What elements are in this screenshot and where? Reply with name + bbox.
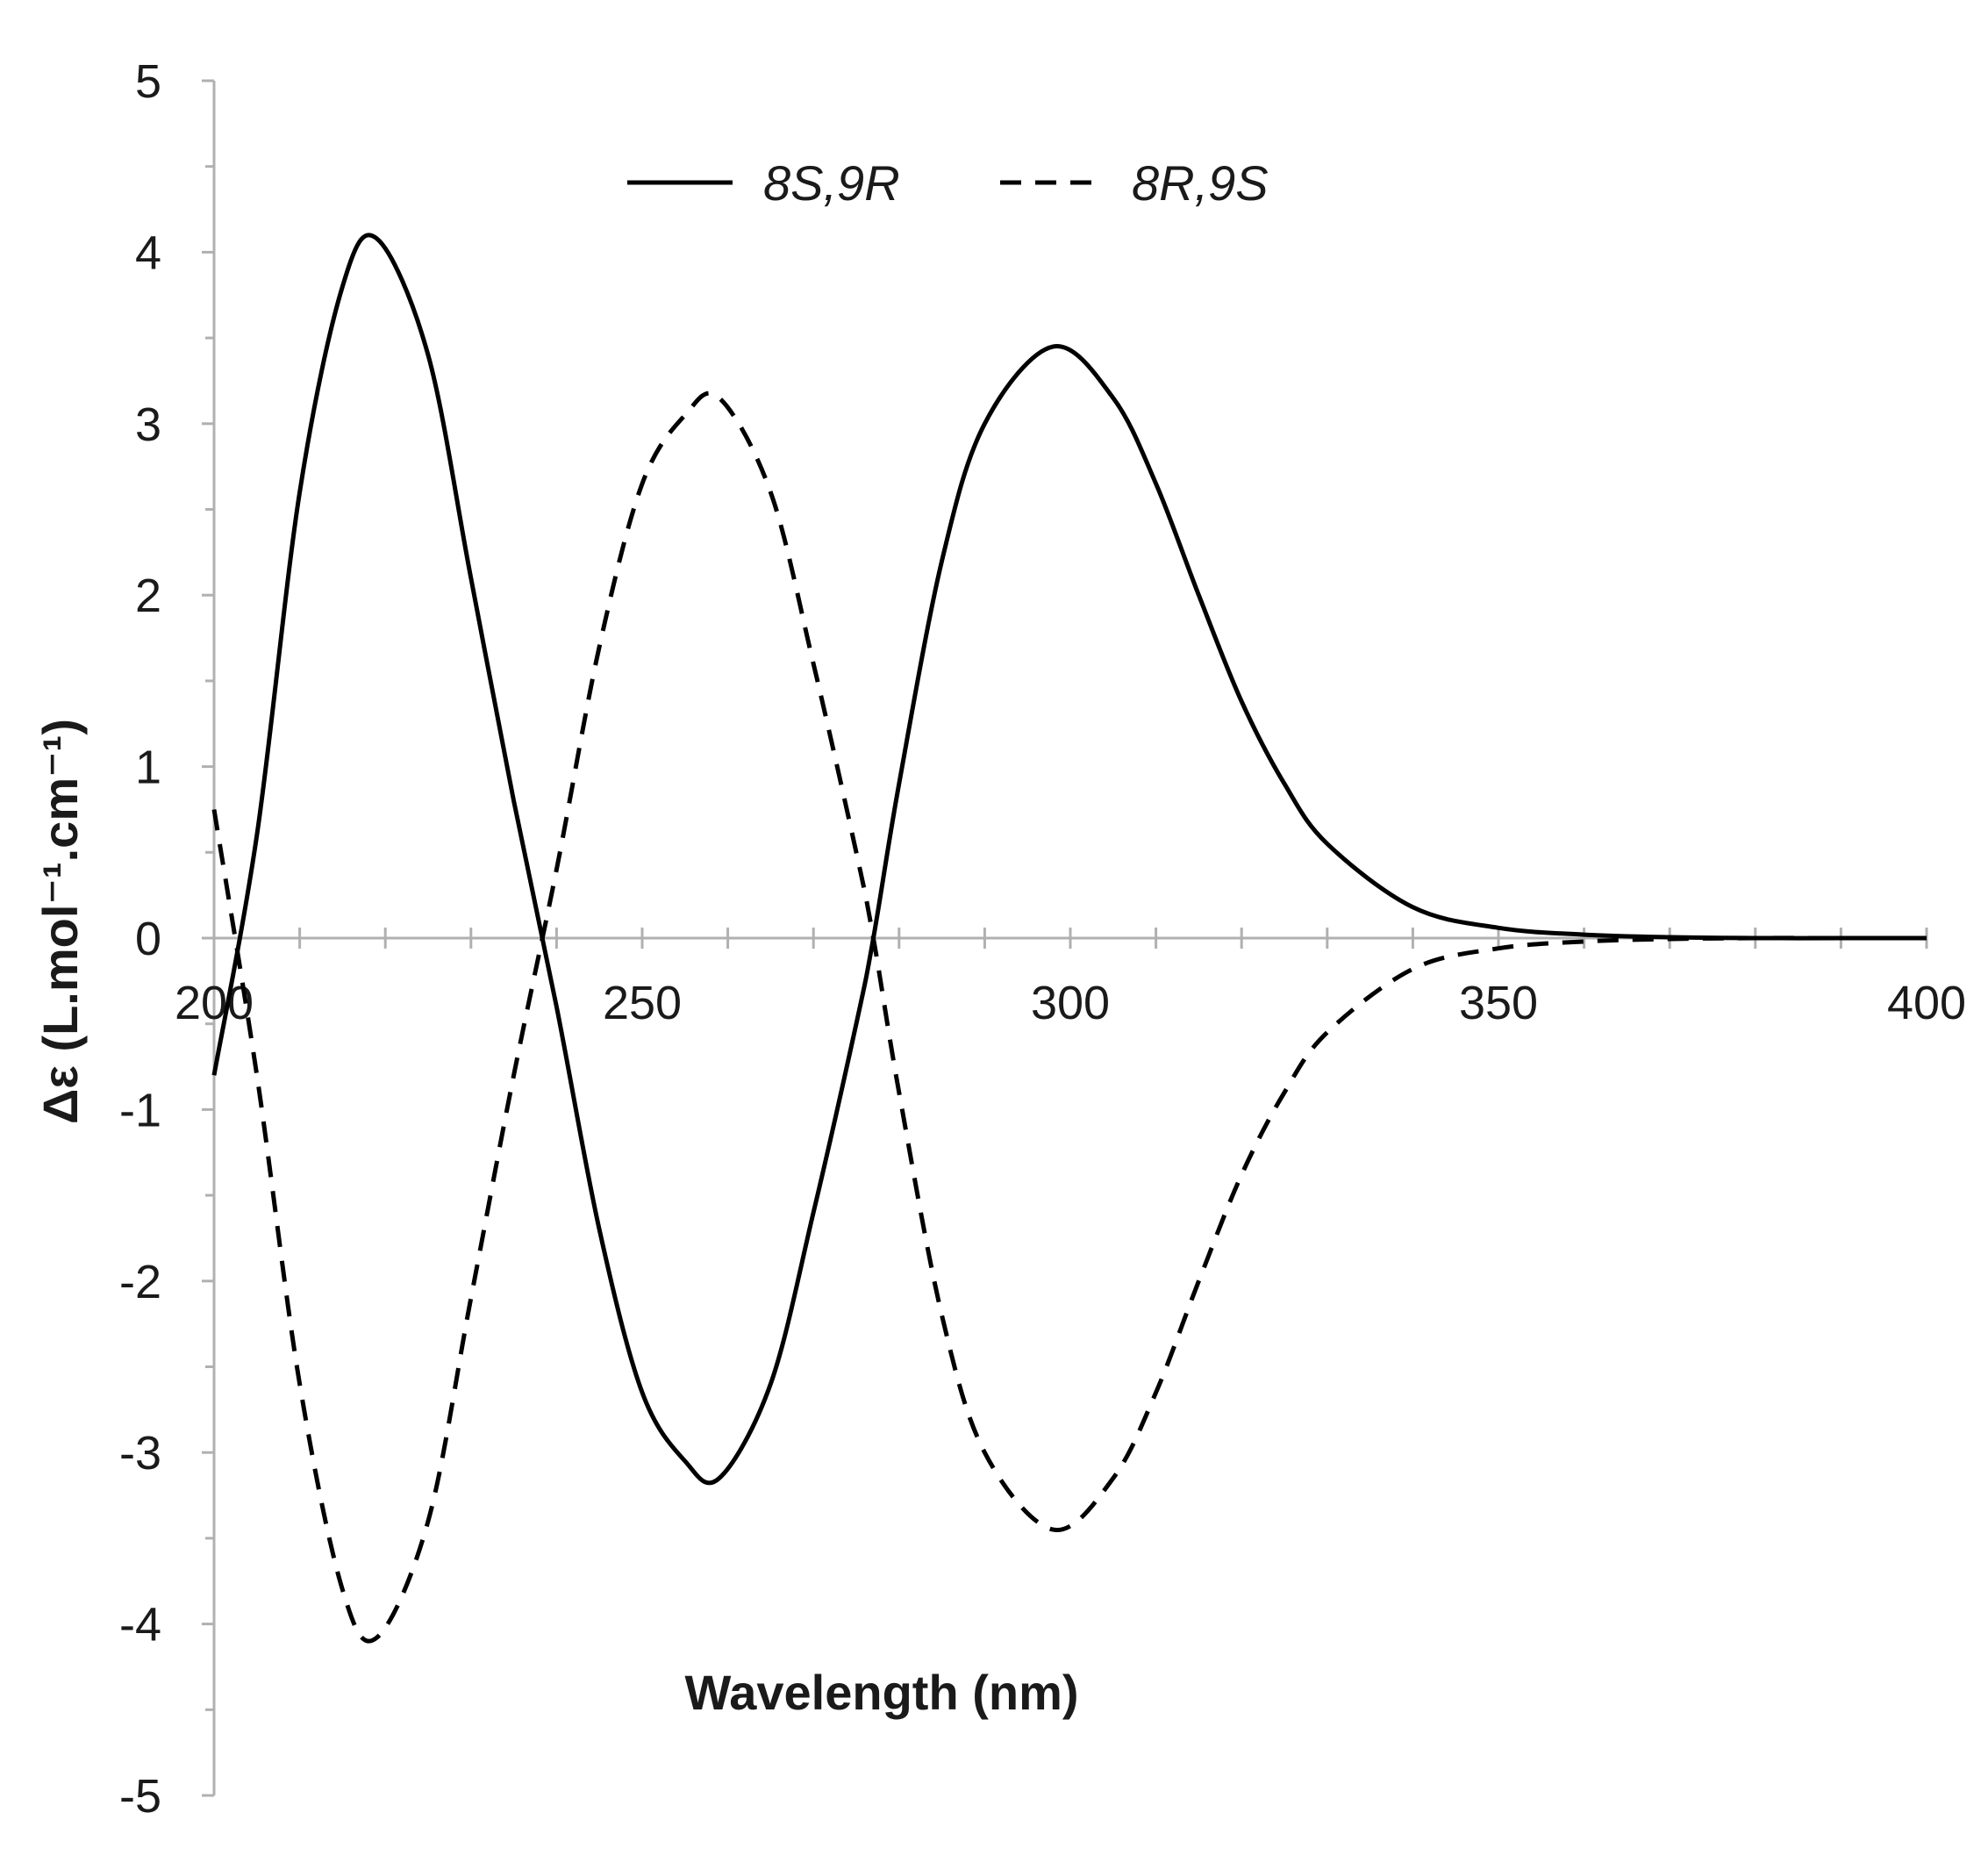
x-tick-label: 300 bbox=[1031, 977, 1110, 1029]
y-tick-label: 1 bbox=[135, 742, 161, 794]
y-tick-label: -2 bbox=[119, 1256, 161, 1308]
x-axis: 200 250 300 350 400 bbox=[175, 928, 1966, 1029]
series-line-8s9r bbox=[211, 233, 1927, 1486]
x-axis-title: Wavelength (nm) bbox=[684, 1665, 1078, 1720]
y-tick-label: 4 bbox=[135, 226, 161, 279]
y-axis-title: Δε (L.mol⁻¹.cm⁻¹) bbox=[32, 719, 88, 1124]
y-tick-label: 0 bbox=[135, 913, 161, 965]
x-tick-label: 350 bbox=[1459, 977, 1538, 1029]
y-tick-label: 3 bbox=[135, 398, 161, 451]
series-layer bbox=[211, 233, 1927, 1644]
legend: 8S,9R 8R,9S bbox=[627, 155, 1269, 211]
x-tick-label: 400 bbox=[1887, 977, 1966, 1029]
y-tick-label: 2 bbox=[135, 570, 161, 622]
y-tick-label: -3 bbox=[119, 1427, 161, 1480]
y-tick-label: -5 bbox=[119, 1770, 161, 1823]
legend-label-8r9s: 8R,9S bbox=[1132, 155, 1269, 211]
x-tick-label: 200 bbox=[175, 977, 254, 1029]
y-tick-label: 5 bbox=[135, 55, 161, 108]
legend-label-8s9r: 8S,9R bbox=[763, 155, 900, 211]
y-tick-label: -4 bbox=[119, 1599, 161, 1652]
y-axis: 5 4 3 2 1 0 -1 -2 -3 -4 -5 bbox=[119, 55, 216, 1823]
y-tick-label: -1 bbox=[119, 1084, 161, 1136]
x-tick-label: 250 bbox=[603, 977, 682, 1029]
series-line-8r9s bbox=[211, 391, 1927, 1644]
